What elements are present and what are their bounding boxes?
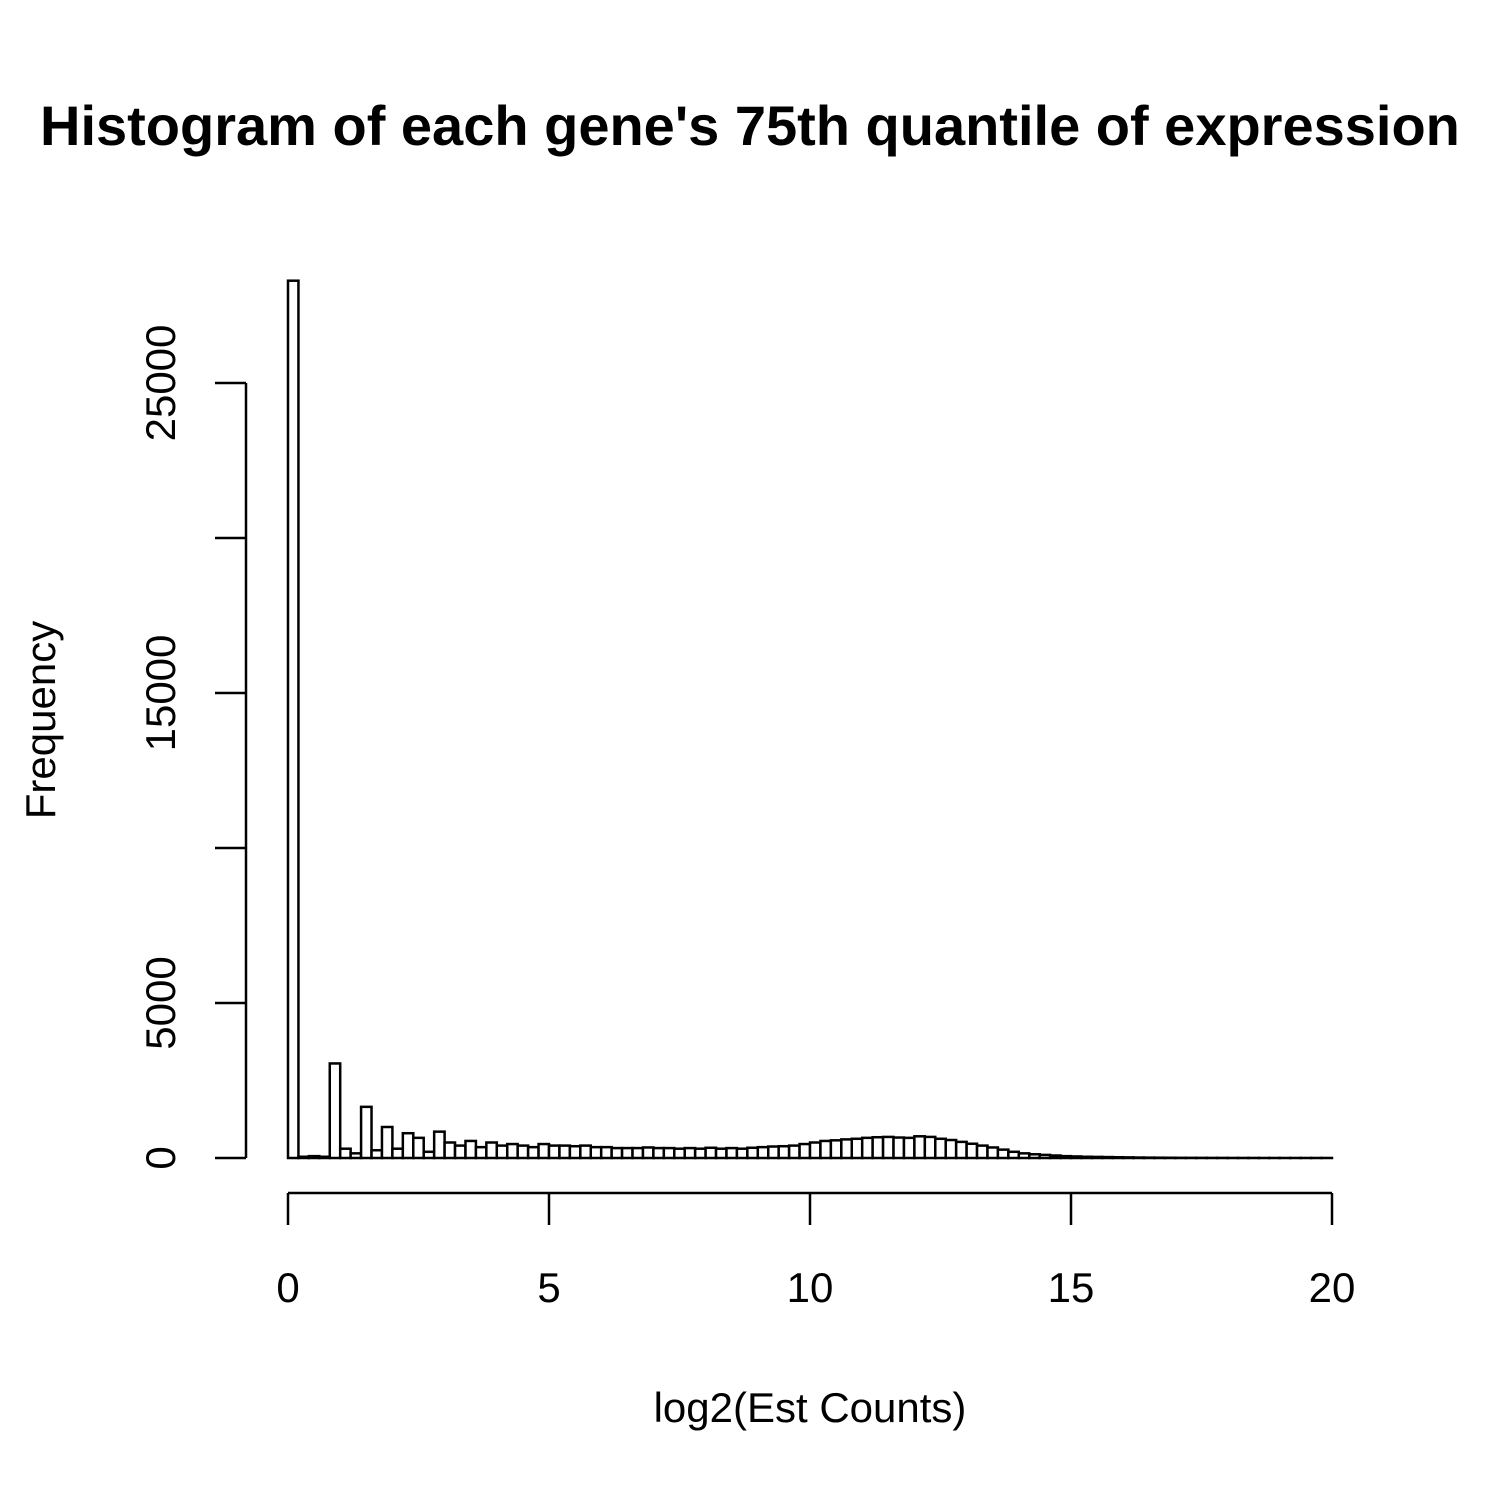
y-tick-label: 5000 xyxy=(137,956,184,1049)
histogram-bar xyxy=(631,1146,645,1160)
histogram-bar xyxy=(485,1141,499,1160)
y-tick-label: 0 xyxy=(137,1146,184,1169)
histogram-bar xyxy=(641,1146,655,1160)
histogram-bar xyxy=(1121,1156,1135,1160)
histogram-bar xyxy=(1059,1154,1073,1160)
histogram-bar xyxy=(1038,1153,1052,1160)
y-axis: 0 5000 15000 25000 xyxy=(137,325,248,1170)
histogram-bar xyxy=(579,1144,593,1160)
histogram-bar xyxy=(860,1136,874,1160)
histogram-bar xyxy=(558,1144,572,1160)
histogram-bar xyxy=(913,1135,927,1160)
histogram-bar xyxy=(986,1146,1000,1160)
histogram-bar xyxy=(787,1144,801,1160)
histogram-bar xyxy=(829,1139,843,1160)
histogram-bar xyxy=(307,1154,321,1160)
histogram-bar xyxy=(673,1147,686,1160)
histogram-bar xyxy=(850,1137,864,1160)
histogram-bar xyxy=(1111,1155,1125,1160)
histogram-bar xyxy=(965,1142,979,1160)
histogram-bar xyxy=(589,1145,603,1160)
histogram-bar xyxy=(652,1146,666,1160)
histogram-bar xyxy=(349,1152,363,1160)
x-tick-label: 20 xyxy=(1309,1264,1356,1311)
y-tick-label: 25000 xyxy=(137,325,184,442)
histogram-bar xyxy=(923,1135,937,1160)
histogram-bar xyxy=(808,1141,822,1160)
histogram-bar xyxy=(892,1136,906,1160)
histogram-bar xyxy=(391,1147,405,1160)
histogram-bar xyxy=(819,1139,833,1160)
histogram-bar xyxy=(526,1145,540,1160)
histogram-bar xyxy=(568,1144,582,1160)
histogram-bar xyxy=(975,1144,989,1160)
histogram-bar xyxy=(412,1136,425,1160)
histogram-bar xyxy=(662,1146,676,1160)
histogram-bar xyxy=(1101,1155,1115,1160)
histogram-bar xyxy=(422,1150,436,1160)
histogram-bar xyxy=(1017,1152,1031,1160)
histogram-bar xyxy=(1069,1155,1083,1160)
histogram-bar xyxy=(380,1125,394,1160)
x-axis-label: log2(Est Counts) xyxy=(654,1384,967,1431)
histogram-bar xyxy=(464,1139,478,1160)
histogram-bar xyxy=(766,1145,780,1160)
x-tick-label: 5 xyxy=(537,1264,560,1311)
histogram-bar xyxy=(286,279,300,1160)
histogram-bar xyxy=(432,1130,446,1160)
histogram-bar xyxy=(798,1142,812,1160)
histogram-bar xyxy=(537,1142,551,1160)
histogram-bar xyxy=(735,1147,749,1160)
y-tick-label: 15000 xyxy=(137,635,184,752)
histogram-bar xyxy=(401,1131,415,1160)
histogram-bar xyxy=(610,1146,624,1160)
histogram-bar xyxy=(338,1147,352,1160)
histogram-bars xyxy=(286,279,1334,1160)
histogram-bar xyxy=(1090,1155,1104,1160)
histogram-bar xyxy=(474,1145,488,1160)
chart-title: Histogram of each gene's 75th quantile o… xyxy=(40,94,1460,157)
x-tick-label: 10 xyxy=(787,1264,834,1311)
histogram-bar xyxy=(714,1147,728,1160)
histogram-bar xyxy=(318,1155,332,1160)
histogram-bar xyxy=(934,1137,947,1160)
histogram-bar xyxy=(693,1147,707,1160)
histogram-bar xyxy=(505,1142,519,1160)
histogram-bar xyxy=(704,1146,718,1160)
histogram-bar xyxy=(443,1141,457,1160)
histogram-bar xyxy=(1027,1153,1041,1160)
histogram-bar xyxy=(746,1146,760,1160)
histogram-bar xyxy=(1048,1154,1062,1160)
histogram-bar xyxy=(516,1144,530,1160)
histogram-bar xyxy=(840,1138,854,1160)
histogram-bar xyxy=(495,1144,509,1160)
histogram-bar xyxy=(1007,1150,1021,1160)
histogram-bar xyxy=(620,1146,634,1160)
histogram-bar xyxy=(328,1062,342,1160)
histogram-bar xyxy=(453,1144,467,1160)
histogram-bar xyxy=(599,1145,613,1160)
histogram-bar xyxy=(881,1135,895,1160)
histogram-bar xyxy=(359,1105,373,1160)
histogram-bar xyxy=(725,1146,739,1160)
x-axis: 0 5 10 15 20 xyxy=(276,1191,1356,1311)
histogram-bar xyxy=(996,1148,1010,1160)
histogram-bar xyxy=(1080,1155,1094,1160)
histogram-bar xyxy=(756,1145,770,1160)
x-tick-label: 0 xyxy=(276,1264,299,1311)
histogram-bar xyxy=(902,1136,916,1160)
histogram-bar xyxy=(954,1140,968,1160)
histogram-bar xyxy=(297,1155,311,1160)
histogram-bar xyxy=(683,1146,697,1160)
y-axis-label: Frequency xyxy=(17,621,64,819)
x-tick-label: 15 xyxy=(1048,1264,1095,1311)
histogram-bar xyxy=(547,1144,561,1160)
histogram-bar xyxy=(777,1144,791,1160)
histogram-bar xyxy=(370,1149,384,1160)
histogram-bar xyxy=(871,1135,885,1160)
histogram-bar xyxy=(944,1138,958,1160)
